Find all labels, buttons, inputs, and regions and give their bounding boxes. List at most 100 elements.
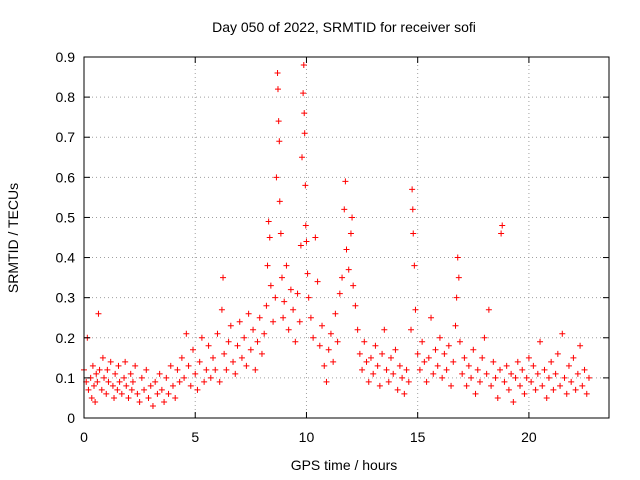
data-point (316, 342, 323, 349)
data-point (172, 394, 179, 401)
data-point (365, 378, 372, 385)
data-point (385, 378, 392, 385)
data-point (158, 386, 165, 393)
data-point (297, 242, 304, 249)
data-point (548, 358, 555, 365)
data-point (455, 274, 462, 281)
data-point (514, 358, 521, 365)
y-axis-label: SRMTID / TECUs (5, 183, 21, 293)
data-point (176, 378, 183, 385)
data-point (307, 314, 314, 321)
data-point (483, 370, 490, 377)
data-point (403, 366, 410, 373)
data-point (294, 290, 301, 297)
data-point (342, 178, 349, 185)
data-point (283, 262, 290, 269)
data-point (280, 314, 287, 321)
data-point (121, 374, 128, 381)
data-point (541, 366, 548, 373)
data-point (379, 350, 386, 357)
y-tick-label: 0.6 (56, 169, 76, 185)
data-point (539, 382, 546, 389)
data-point (230, 358, 237, 365)
data-point (572, 386, 579, 393)
data-point (185, 362, 192, 369)
data-point (245, 310, 252, 317)
data-point (410, 230, 417, 237)
data-point (396, 362, 403, 369)
data-point (421, 358, 428, 365)
data-point (149, 402, 156, 409)
data-point (266, 234, 273, 241)
data-point (356, 350, 363, 357)
data-point (552, 370, 559, 377)
data-point (321, 362, 328, 369)
data-point (501, 378, 508, 385)
data-point (452, 322, 459, 329)
data-point (96, 366, 103, 373)
y-tick-label: 0.7 (56, 129, 76, 145)
data-point (405, 378, 412, 385)
data-point (327, 330, 334, 337)
data-point (156, 370, 163, 377)
data-point (252, 366, 259, 373)
data-point (302, 182, 309, 189)
data-point (178, 354, 185, 361)
data-point (490, 358, 497, 365)
data-point (238, 354, 245, 361)
plot-border (83, 56, 610, 419)
data-point (581, 366, 588, 373)
y-tick-label: 0.1 (56, 370, 76, 386)
data-point (201, 378, 208, 385)
data-point (505, 386, 512, 393)
data-point (537, 338, 544, 345)
data-point (453, 294, 460, 301)
data-point (247, 346, 254, 353)
data-point (301, 110, 308, 117)
data-point (465, 362, 472, 369)
data-point (134, 390, 141, 397)
data-point (574, 370, 581, 377)
data-point (272, 294, 279, 301)
y-tick-label: 0.8 (56, 89, 76, 105)
data-point (220, 274, 227, 281)
data-point (401, 390, 408, 397)
data-point (276, 138, 283, 145)
data-point (275, 118, 282, 125)
data-point (534, 370, 541, 377)
data-point (85, 386, 92, 393)
y-tick-label: 0 (67, 410, 75, 426)
data-point (561, 374, 568, 381)
data-point (128, 386, 135, 393)
data-point (301, 130, 308, 137)
data-point (270, 318, 277, 325)
data-point (325, 346, 332, 353)
data-point (258, 350, 265, 357)
x-tick-label: 15 (410, 429, 426, 445)
data-point (273, 174, 280, 181)
data-point (105, 378, 112, 385)
data-point (147, 382, 154, 389)
data-point (481, 334, 488, 341)
data-point (167, 362, 174, 369)
data-point (232, 370, 239, 377)
data-point (256, 314, 263, 321)
data-point (304, 270, 311, 277)
data-point (345, 266, 352, 273)
data-point (198, 334, 205, 341)
data-point (525, 354, 532, 361)
data-point (136, 398, 143, 405)
data-point (300, 90, 307, 97)
data-point (263, 302, 270, 309)
x-tick-label: 20 (521, 429, 537, 445)
data-point (498, 230, 505, 237)
data-point (319, 322, 326, 329)
data-point (394, 386, 401, 393)
y-tick-label: 0.4 (56, 250, 76, 266)
data-point (463, 382, 470, 389)
data-point (314, 278, 321, 285)
data-point (104, 366, 111, 373)
axis-ticks: 0 0.1 0.2 0.3 0.4 0.5 0.6 0.7 0.8 0.9 0 5 10 15 20 (56, 49, 609, 445)
data-point (570, 354, 577, 361)
